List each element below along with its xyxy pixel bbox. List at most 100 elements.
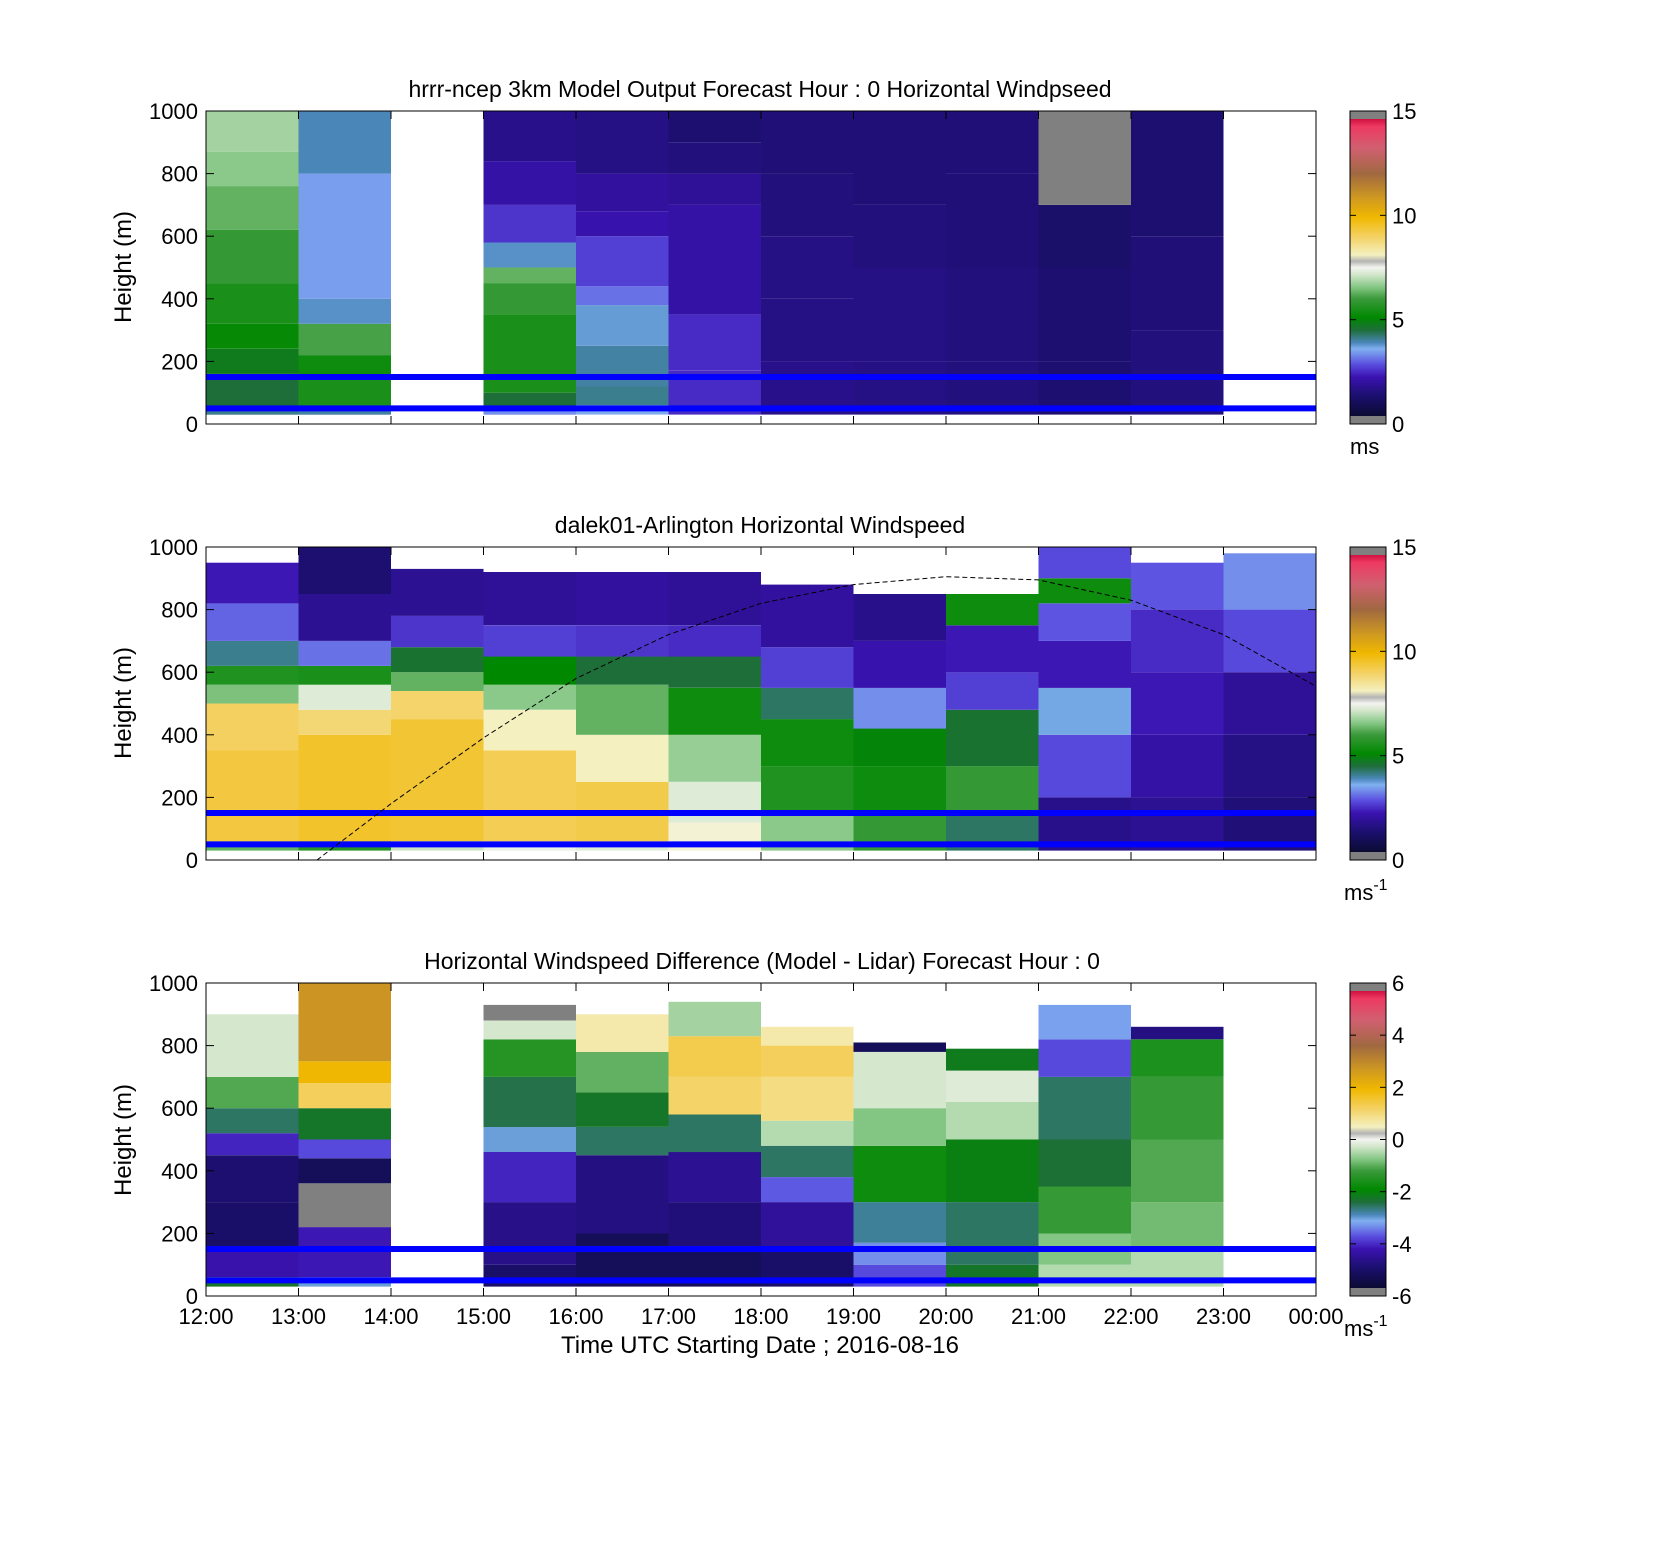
heatmap-cell	[761, 1026, 854, 1046]
heatmap-cell	[668, 267, 761, 315]
heatmap-cell	[946, 1048, 1039, 1071]
colorbar-tick-label: 10	[1392, 203, 1416, 228]
panel-difference-reference-lines	[206, 1246, 1316, 1284]
colorbar-unit: ms-1	[1344, 1313, 1388, 1341]
heatmap-cell	[298, 594, 391, 641]
xtick-label: 00:00	[1288, 1304, 1343, 1329]
heatmap-cell	[1038, 1004, 1131, 1040]
heatmap-cell	[668, 173, 761, 205]
heatmap-cell	[483, 408, 576, 415]
heatmap-cell	[1038, 547, 1131, 579]
heatmap-cell	[576, 173, 669, 212]
heatmap-cell	[1223, 734, 1316, 798]
heatmap-cell	[206, 151, 299, 187]
heatmap-cell	[483, 572, 576, 626]
xtick-label: 19:00	[826, 1304, 881, 1329]
heatmap-cell	[391, 615, 484, 648]
panel-model-cells	[206, 111, 1224, 415]
heatmap-cell	[576, 1127, 669, 1156]
ytick-label: 400	[161, 1159, 198, 1184]
heatmap-cell	[1131, 236, 1224, 331]
ytick-label: 1000	[149, 99, 198, 124]
heatmap-cell	[576, 684, 669, 735]
heatmap-cell	[576, 1051, 669, 1093]
heatmap-cell	[853, 1051, 946, 1109]
colorbar-tick-label: 15	[1392, 99, 1416, 124]
heatmap-cell	[761, 1120, 854, 1146]
ytick-label: 600	[161, 660, 198, 685]
heatmap-cell	[483, 656, 576, 685]
heatmap-cell	[206, 111, 299, 152]
colorbar-tick-label: 10	[1392, 639, 1416, 664]
heatmap-cell	[853, 766, 946, 813]
panel-lidar-xticks	[205, 547, 1317, 860]
heatmap-cell	[576, 656, 669, 685]
heatmap-cell	[1038, 267, 1131, 362]
heatmap-cell	[761, 584, 854, 648]
heatmap-cell	[576, 386, 669, 406]
heatmap-cell	[853, 728, 946, 767]
heatmap-cell	[946, 1202, 1039, 1265]
heatmap-cell	[206, 1249, 299, 1278]
heatmap-cell	[668, 1202, 761, 1250]
panel-model-xticks	[205, 111, 1317, 424]
heatmap-cell	[483, 625, 576, 657]
heatmap-cell	[668, 781, 761, 823]
heatmap-cell	[298, 734, 391, 842]
heatmap-cell	[206, 323, 299, 349]
ytick-label: 600	[161, 224, 198, 249]
heatmap-cell	[206, 229, 299, 284]
heatmap-cell	[1038, 578, 1131, 604]
panel-difference-yticks: 0 200 400 600 800 1000	[149, 971, 1316, 1309]
heatmap-cell	[576, 1092, 669, 1127]
heatmap-cell	[1131, 1026, 1224, 1040]
colorbar-tick-label: 5	[1392, 308, 1404, 333]
heatmap-cell	[761, 173, 854, 237]
heatmap-cell	[206, 186, 299, 230]
panel-difference-ylabel: Height (m)	[110, 1084, 137, 1196]
ytick-label: 1000	[149, 535, 198, 560]
heatmap-cell	[298, 355, 391, 377]
heatmap-cell	[1131, 1202, 1224, 1250]
heatmap-cell	[946, 1139, 1039, 1203]
heatmap-cell	[391, 568, 484, 616]
heatmap-cell	[1223, 609, 1316, 673]
heatmap-cell	[946, 766, 1039, 813]
heatmap-cell	[1131, 1039, 1224, 1077]
heatmap-cell	[483, 750, 576, 842]
heatmap-cell	[668, 572, 761, 626]
heatmap-cell	[1038, 1076, 1131, 1140]
heatmap-cell	[206, 1133, 299, 1156]
heatmap-cell	[391, 647, 484, 673]
heatmap-cell	[668, 1076, 761, 1115]
heatmap-cell	[298, 547, 391, 594]
xtick-label: 14:00	[363, 1304, 418, 1329]
ytick-label: 400	[161, 723, 198, 748]
colorbar-tick-label: 0	[1392, 1128, 1404, 1153]
heatmap-cell	[668, 111, 761, 143]
xtick-label: 20:00	[918, 1304, 973, 1329]
heatmap-cell	[853, 687, 946, 729]
heatmap-cell	[206, 1202, 299, 1250]
heatmap-cell	[946, 173, 1039, 268]
heatmap-cell	[206, 703, 299, 751]
heatmap-cell	[206, 1155, 299, 1203]
ytick-label: 1000	[149, 971, 198, 996]
heatmap-cell	[483, 161, 576, 205]
heatmap-cell	[1038, 687, 1131, 735]
heatmap-cell	[298, 1083, 391, 1109]
heatmap-cell	[298, 983, 391, 1062]
heatmap-cell	[761, 1076, 854, 1121]
ytick-label: 600	[161, 1096, 198, 1121]
heatmap-cell	[1038, 1139, 1131, 1187]
heatmap-cell	[761, 719, 854, 767]
panel-difference-title: Horizontal Windspeed Difference (Model -…	[424, 948, 1100, 974]
heatmap-cell	[391, 691, 484, 720]
colorbar-tick-label: 15	[1392, 535, 1416, 560]
heatmap-cell	[946, 672, 1039, 710]
heatmap-cell	[576, 345, 669, 387]
colorbar-tick-label: 0	[1392, 848, 1404, 873]
heatmap-cell	[206, 1108, 299, 1134]
xtick-label: 21:00	[1011, 1304, 1066, 1329]
heatmap-cell	[1131, 672, 1224, 735]
